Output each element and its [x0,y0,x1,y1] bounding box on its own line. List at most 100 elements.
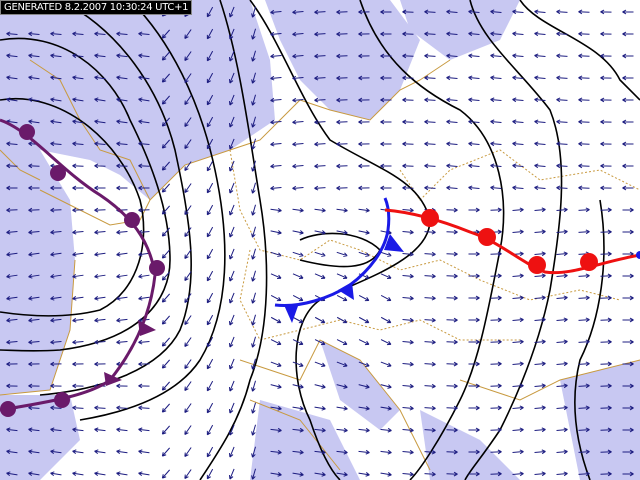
wind-arrow [556,229,568,235]
wind-arrow [206,402,214,414]
wind-arrow [251,6,257,18]
wind-arrow [116,119,128,125]
wind-arrow [270,339,282,346]
wind-arrow [424,427,436,433]
wind-arrow [50,471,62,476]
wind-arrow [578,427,590,433]
wind-arrow [468,273,480,279]
wind-arrow [490,449,502,455]
wind-arrow [184,293,192,303]
wind-arrow [556,339,568,345]
wind-arrow [292,273,304,280]
wind-arrow [468,427,480,433]
wind-arrow [402,163,414,169]
wind-arrow [292,230,304,235]
wind-arrow [251,226,257,238]
wind-arrow [184,249,192,259]
wind-arrow [358,31,370,37]
wind-arrow [556,295,568,301]
wind-arrow [556,405,568,411]
wind-arrow [292,251,304,257]
wind-arrow [534,361,546,367]
wind-arrow [28,295,40,301]
wind-arrow [270,294,282,302]
wind-arrow [251,358,257,370]
wind-arrow [50,97,62,102]
wind-arrow [28,163,40,169]
wind-arrow [228,336,235,348]
wind-arrow [402,317,414,323]
wind-arrow [380,53,392,59]
wind-arrow [138,383,150,389]
wind-arrow [251,468,257,480]
wind-arrow [184,425,192,435]
wind-arrow [28,31,40,37]
wind-arrow [206,138,214,150]
wind-arrow [161,271,171,281]
wind-arrow [446,383,458,389]
wind-arrow [424,449,436,455]
wind-arrow [251,138,257,150]
wind-arrow [116,405,128,411]
wind-arrow [468,383,480,389]
wind-arrow [380,141,392,147]
wind-arrow [72,163,84,169]
wind-arrow [358,9,370,15]
wind-arrows [6,6,634,480]
wind-arrow [28,251,40,257]
wind-arrow [512,405,524,411]
wind-arrow [490,383,502,389]
wind-arrow [270,207,282,213]
wind-arrow [251,182,257,194]
wind-arrow [556,141,568,147]
wind-arrow [138,163,150,169]
wind-arrow [490,273,502,279]
wind-arrow [270,384,282,389]
wind-arrow [228,182,235,194]
wind-arrow [50,295,62,301]
wind-arrow [270,119,282,125]
wind-arrow [600,449,612,455]
wind-arrow [402,273,414,279]
wind-arrow [600,75,612,81]
wind-arrow [622,317,634,323]
wind-arrow [424,229,436,235]
wind-arrow [358,339,370,346]
wind-arrow [358,361,370,367]
wind-arrow [468,361,480,367]
wind-arrow [402,9,414,15]
wind-arrow [534,295,546,301]
wind-arrow [184,139,192,149]
wind-arrow [28,185,40,191]
wind-arrow [72,53,84,59]
wind-arrow [556,427,568,433]
wind-arrow [251,380,257,392]
wind-arrow [534,427,546,433]
wind-arrow [556,361,568,367]
wind-arrow [138,53,150,59]
wind-arrow [270,472,282,477]
wind-arrow [402,97,414,103]
wind-arrow [94,427,106,433]
wind-arrow [270,273,282,280]
wind-arrow [380,251,392,257]
wind-arrow [600,207,612,213]
wind-arrow [72,449,84,455]
wind-arrow [622,75,634,81]
generated-label: GENERATED 8.2.2007 10:30:24 UTC+1 [0,0,193,15]
wind-arrow [314,339,326,346]
wind-arrow [138,31,150,37]
wind-arrow [380,119,392,125]
wind-arrow [600,427,612,433]
occluded-front [0,118,165,417]
wind-arrow [314,361,326,367]
wind-arrow [116,427,128,433]
wind-arrow [161,51,171,61]
wind-arrow [578,405,590,411]
wind-arrow [116,251,128,257]
wind-arrow [228,248,235,260]
wind-arrow [184,447,192,457]
wind-arrow [6,185,18,191]
wind-arrow [402,229,414,235]
wind-arrow [358,97,370,103]
